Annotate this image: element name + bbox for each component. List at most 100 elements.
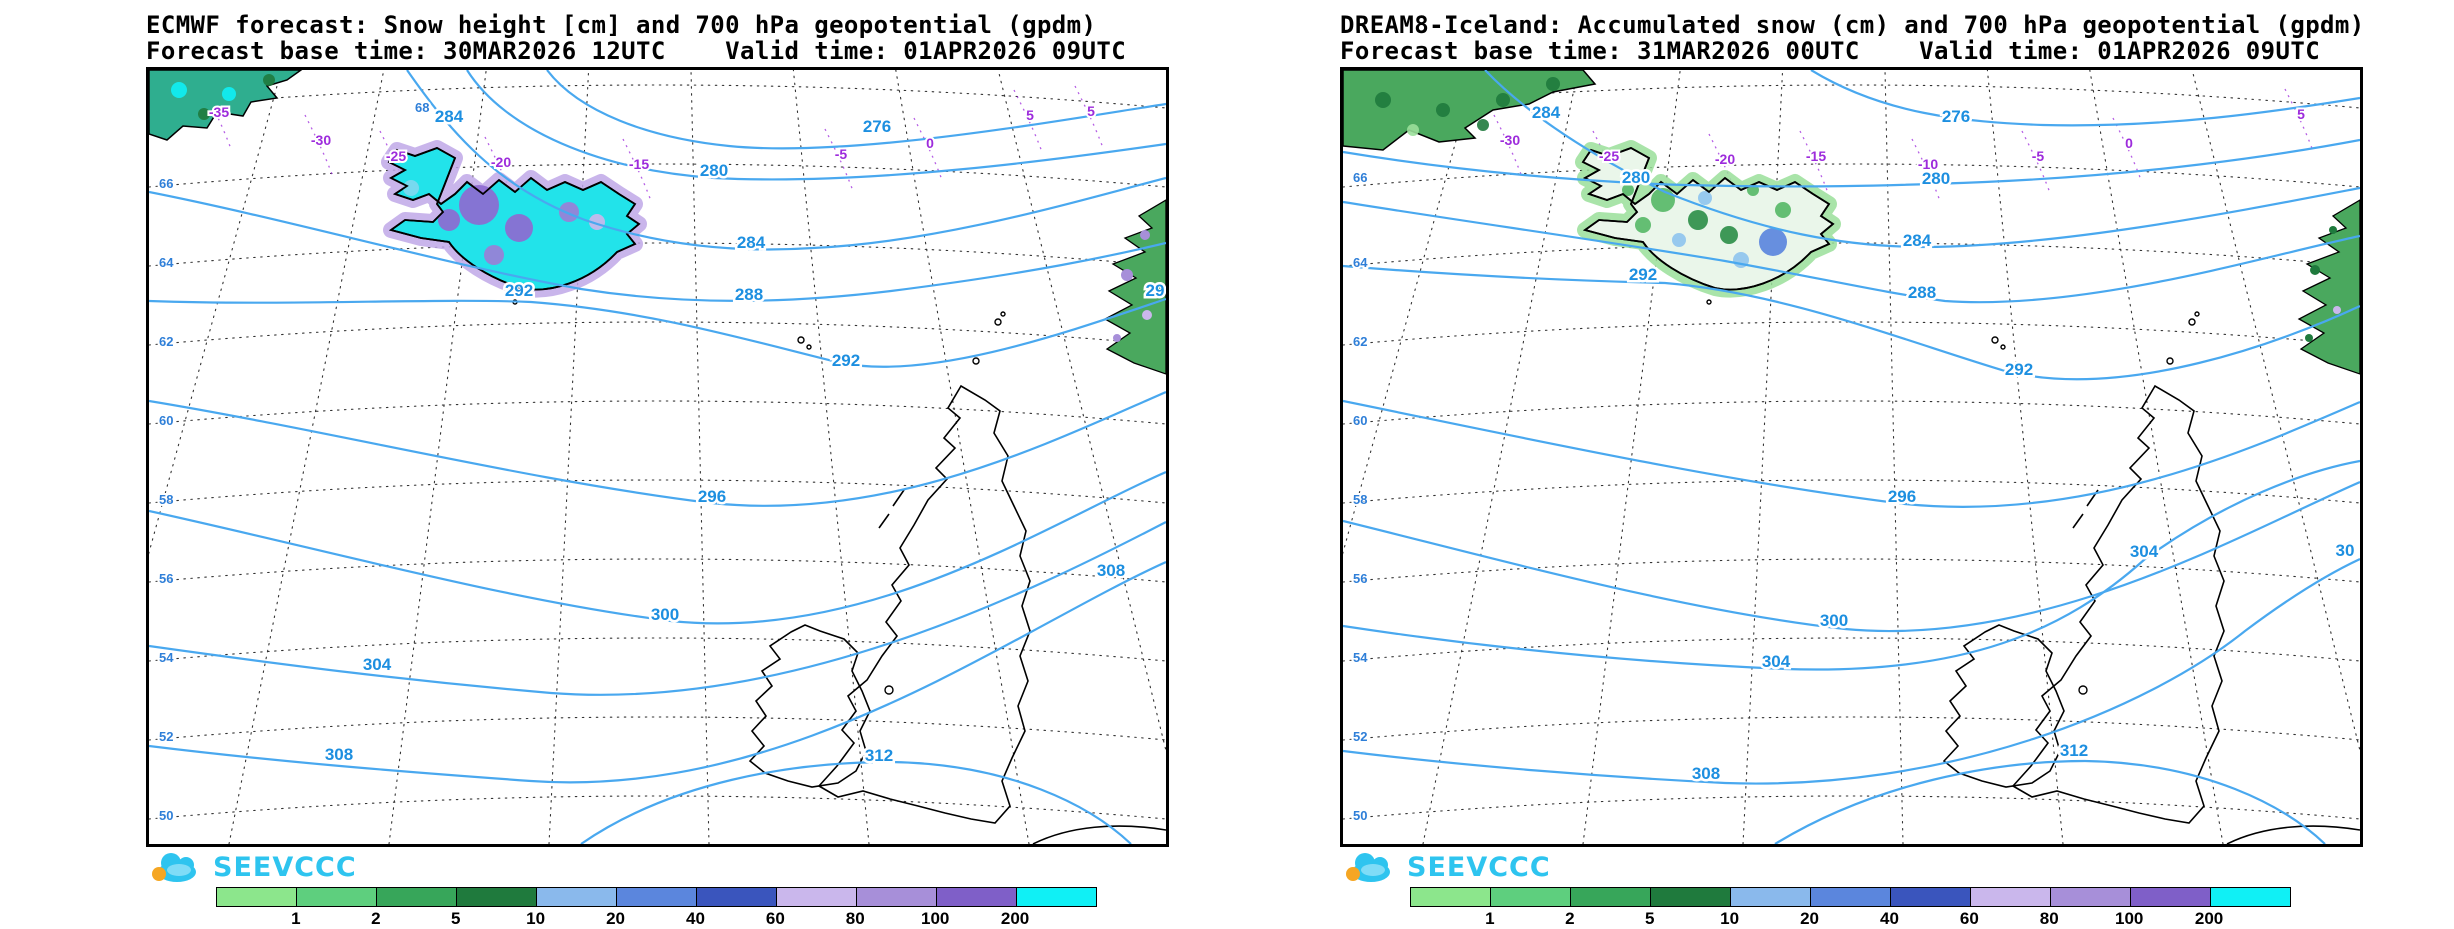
island [806,344,812,350]
legend-tick-label: 2 [1565,909,1575,928]
temperature-label: -25 [386,148,406,164]
panel-ecmwf: ECMWF forecast: Snow height [cm] and 700… [146,12,1178,929]
legend-color-cell [2131,888,2211,906]
legend-tick-label: 10 [1720,909,1740,928]
island [2188,318,2196,326]
snow-legend-ticks: 1 2 5 10 20 40 60 80 100 200 [1410,907,2291,929]
contour-label: 288 [735,285,763,304]
latitude-label: 58 [1353,492,1367,507]
panel-ecmwf-header: ECMWF forecast: Snow height [cm] and 700… [146,12,1178,64]
snow-patch [1635,217,1651,233]
temperature-label: -30 [311,132,331,148]
norway-coast [2297,199,2360,375]
latitude-label: 52 [159,729,173,744]
legend-tick-label: 200 [2194,909,2224,928]
hebrides-coastline [878,489,905,529]
snow-patch [1121,269,1133,281]
snow-patch [459,185,499,225]
map-ecmwf: 284 276 280 284 288 292 292 29 296 300 304 308 308 31… [146,67,1169,847]
island [884,685,894,695]
contour-label: 312 [865,746,893,765]
geopotential-contour-308 [1343,558,2360,785]
snow-patch [1622,184,1634,196]
graticule-parallel [1343,558,2360,583]
legend-tick-label: 20 [1800,909,1819,928]
latitude-label: 62 [159,334,173,349]
panel-subtitle: Forecast base time: 31MAR2026 00UTC Vali… [1340,37,2321,65]
latitude-label: 56 [159,571,173,586]
contour-label: 29 [1146,281,1165,300]
geopotential-contour-292 [1343,264,2360,381]
temperature-label: -30 [1500,132,1520,148]
snow-patch [1113,334,1121,342]
contour-label: 276 [1942,107,1970,126]
legend-tick-label: 40 [685,909,705,928]
island [797,336,805,344]
ireland-coastline [1942,624,2065,788]
geopotential-contour-276 [546,70,1166,150]
contour-label: 300 [651,605,679,624]
legend-color-cell [857,888,937,906]
legend-tick-label: 2 [371,909,381,928]
snow-patch [198,108,210,120]
seevccc-cloud-icon [1346,853,1390,882]
temperature-label: 0 [2125,135,2133,151]
contour-label: 304 [363,655,392,674]
latitude-label: 68 [415,100,429,115]
snow-patch [1775,202,1791,218]
geopotential-contour-304 [149,521,1166,696]
contour-label: 296 [698,487,726,506]
latitude-label: 66 [159,176,173,191]
latitude-label: 54 [1353,650,1368,665]
geopotential-contour-284 [1484,70,2360,249]
france-coast-coastline [2226,825,2360,844]
snow-patch [1546,77,1560,91]
graticule-parallel [1343,163,2360,188]
geopotential-contour-312 [580,760,1132,844]
contour-label: 292 [505,281,533,300]
snow-patch [505,214,533,242]
temperature-label: -5 [2032,148,2045,164]
snow-patch [2305,334,2313,342]
latitude-label: 56 [1353,571,1367,586]
snow-patch [438,209,460,231]
contour-label: 280 [700,161,728,180]
graticule-parallel [149,321,1166,346]
legend-tick-label: 10 [526,909,546,928]
latitude-label: 50 [159,808,173,823]
snow-patch [2333,306,2341,314]
snow-patch [1407,124,1419,136]
graticule-parallel [149,716,1166,741]
contour-label: 304 [2130,542,2159,561]
temperature-label: -10 [1918,156,1938,172]
legend-color-cell [1017,888,1096,906]
graticule-meridian [1343,70,1476,555]
snow-patch [1672,233,1686,247]
legend-color-cell [1971,888,2051,906]
graticule-meridian [690,70,710,844]
contour-label: 30 [2336,541,2355,560]
graticule-meridian [2089,70,2224,844]
temperature-label: 0 [926,135,934,151]
snow-patch [1477,119,1489,131]
legend-tick-label: 200 [1000,909,1030,928]
iceland-coastline [1581,147,1835,291]
island [1000,311,1006,317]
graticule-meridian [228,70,385,844]
snow-patch [559,202,579,222]
legend-color-cell [217,888,297,906]
legend-color-cell [697,888,777,906]
geopotential-contour-276 [1810,70,2360,127]
legend-tick-label: 80 [845,909,865,928]
legend-tick-label: 100 [2114,909,2144,928]
island [1706,299,1712,305]
legend-color-cell [537,888,617,906]
contour-label: 308 [1097,561,1125,580]
contour-label: 292 [1629,265,1657,284]
temperature-label: -25 [1599,148,1619,164]
legend-color-cell [1811,888,1891,906]
snow-legend: 1 2 5 10 20 40 60 80 100 200 [216,887,1097,929]
seevccc-logo-text: SEEVCCC [1407,851,1551,883]
graticule-meridian [997,70,1166,753]
latitude-label: 52 [1353,729,1367,744]
